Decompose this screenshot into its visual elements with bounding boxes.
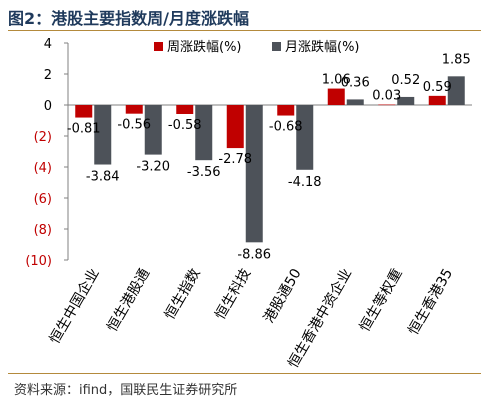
y-tick-label: (8) bbox=[34, 223, 52, 238]
data-label-monthly: 1.85 bbox=[442, 52, 471, 67]
title-divider bbox=[8, 30, 481, 31]
x-tick-label-group: 恒生科技 bbox=[212, 266, 254, 322]
y-tick-label: (10) bbox=[25, 254, 52, 269]
bar-monthly bbox=[447, 76, 465, 105]
data-labels: -0.81 -3.84 -0.56 -3.20 -0.58 -3.56-2.78 -8.86… bbox=[67, 52, 471, 262]
y-tick-label: (4) bbox=[34, 161, 52, 176]
x-tick-label-group: 港股通50 bbox=[261, 266, 305, 326]
source-note: 资料来源：ifind，国联民生证券研究所 bbox=[14, 383, 238, 398]
bar-weekly bbox=[226, 105, 244, 149]
legend-label: 周涨跌幅(%) bbox=[167, 39, 242, 55]
y-tick-label: 0 bbox=[44, 99, 52, 114]
data-label-monthly: 0.36 bbox=[341, 75, 370, 90]
data-label-monthly: -3.84 bbox=[86, 170, 120, 185]
data-label-weekly: -0.56 bbox=[117, 118, 151, 133]
bar-weekly bbox=[277, 105, 295, 116]
y-tick-label: (2) bbox=[34, 130, 52, 145]
legend-label: 月涨跌幅(%) bbox=[285, 39, 360, 55]
bar-weekly bbox=[125, 105, 143, 114]
data-label-weekly: 0.03 bbox=[372, 89, 401, 104]
x-tick-label: 恒生科技 bbox=[212, 266, 254, 322]
x-tick-label: 恒生中国企业 bbox=[46, 266, 103, 347]
x-tick-label-group: 恒生等权重 bbox=[356, 266, 406, 335]
legend-swatch bbox=[154, 42, 163, 51]
bar-monthly bbox=[94, 105, 112, 165]
data-label-monthly: -3.56 bbox=[187, 165, 221, 180]
bar-weekly bbox=[176, 105, 194, 114]
x-tick-label-group: 恒生指数 bbox=[162, 266, 204, 322]
chart-title: 图2：港股主要指数周/月度涨跌幅 bbox=[8, 9, 249, 28]
x-tick-label: 恒生指数 bbox=[162, 266, 204, 322]
bar-weekly bbox=[378, 104, 396, 106]
bar-weekly bbox=[327, 88, 345, 105]
x-tick-label: 港股通50 bbox=[261, 266, 305, 326]
bar-monthly bbox=[195, 105, 213, 161]
bar-weekly bbox=[75, 105, 93, 118]
source-divider bbox=[8, 373, 481, 374]
data-label-monthly: -3.20 bbox=[136, 160, 170, 175]
x-tick-label-group: 恒生中国企业 bbox=[46, 266, 103, 347]
data-label-weekly: -0.58 bbox=[168, 118, 202, 133]
bar-monthly bbox=[296, 105, 314, 170]
bar-monthly bbox=[397, 96, 415, 105]
x-tick-label: 恒生香港35 bbox=[405, 266, 456, 338]
data-label-monthly: -4.18 bbox=[288, 175, 322, 190]
data-label-weekly: 0.59 bbox=[423, 80, 452, 95]
x-tick-label-group: 恒生香港35 bbox=[405, 266, 456, 338]
x-tick-label-group: 恒生港股通 bbox=[104, 266, 153, 335]
data-label-weekly: -0.81 bbox=[67, 122, 101, 137]
bars bbox=[75, 76, 465, 243]
bar-monthly bbox=[144, 105, 162, 155]
x-tick-label: 恒生等权重 bbox=[356, 266, 406, 335]
x-tick-label: 恒生港股通 bbox=[104, 266, 153, 335]
legend-swatch bbox=[272, 42, 281, 51]
bar-monthly bbox=[245, 105, 263, 243]
data-label-monthly: -8.86 bbox=[237, 247, 271, 262]
data-label-monthly: 0.52 bbox=[391, 73, 420, 88]
y-tick-label: (6) bbox=[34, 192, 52, 207]
bar-weekly bbox=[428, 95, 446, 105]
y-tick-label: 4 bbox=[44, 37, 52, 52]
data-label-weekly: -2.78 bbox=[218, 152, 252, 167]
bar-monthly bbox=[346, 99, 364, 105]
data-label-weekly: -0.68 bbox=[269, 120, 303, 135]
y-tick-label: 2 bbox=[44, 68, 52, 83]
data-label-weekly: 1.06 bbox=[322, 73, 351, 88]
legend: 周涨跌幅(%) 月涨跌幅(%) bbox=[154, 39, 360, 55]
